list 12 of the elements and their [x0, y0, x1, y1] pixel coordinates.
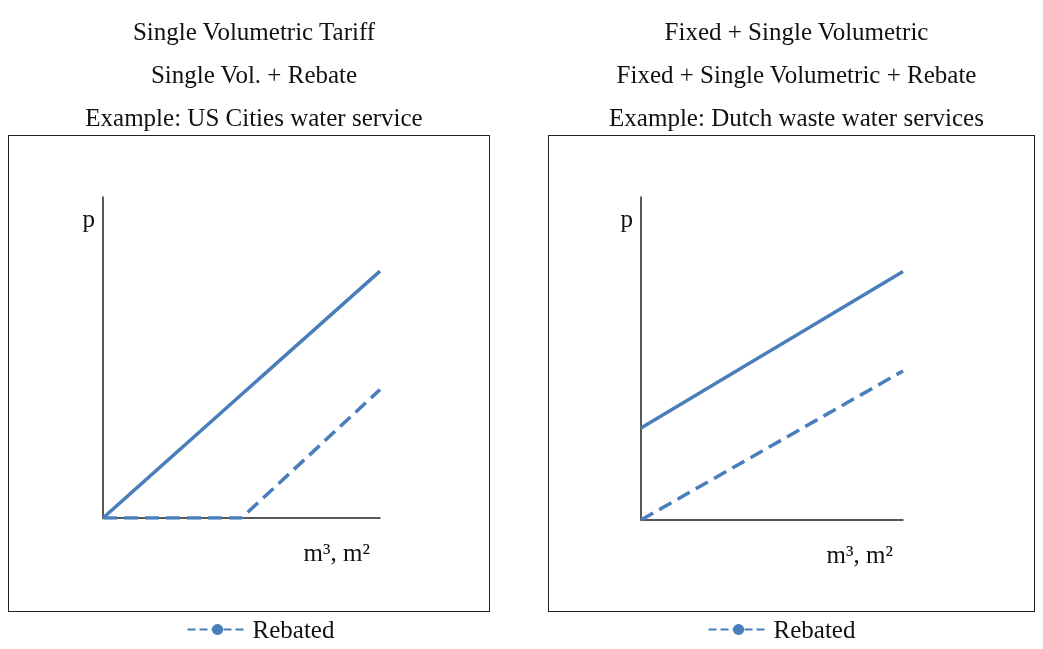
legend-label: Rebated	[773, 616, 856, 643]
x-axis-title: m³, m²	[303, 539, 370, 566]
chart-subtitle: Single Vol. + Rebate	[150, 61, 358, 88]
y-axis-title: p	[82, 205, 95, 232]
chart-title: Fixed + Single Volumetric	[664, 18, 929, 45]
text: Example: US Cities water service	[85, 104, 423, 131]
chart-subtitle: Fixed + Single Volumetric + Rebate	[616, 61, 977, 88]
text: Example: Dutch waste water services	[609, 104, 984, 131]
legend-label: Rebated	[252, 616, 335, 643]
x-axis-title: m³, m²	[826, 541, 893, 568]
chart-title: Single Volumetric Tariff	[132, 18, 376, 45]
y-axis-title: p	[620, 205, 633, 232]
